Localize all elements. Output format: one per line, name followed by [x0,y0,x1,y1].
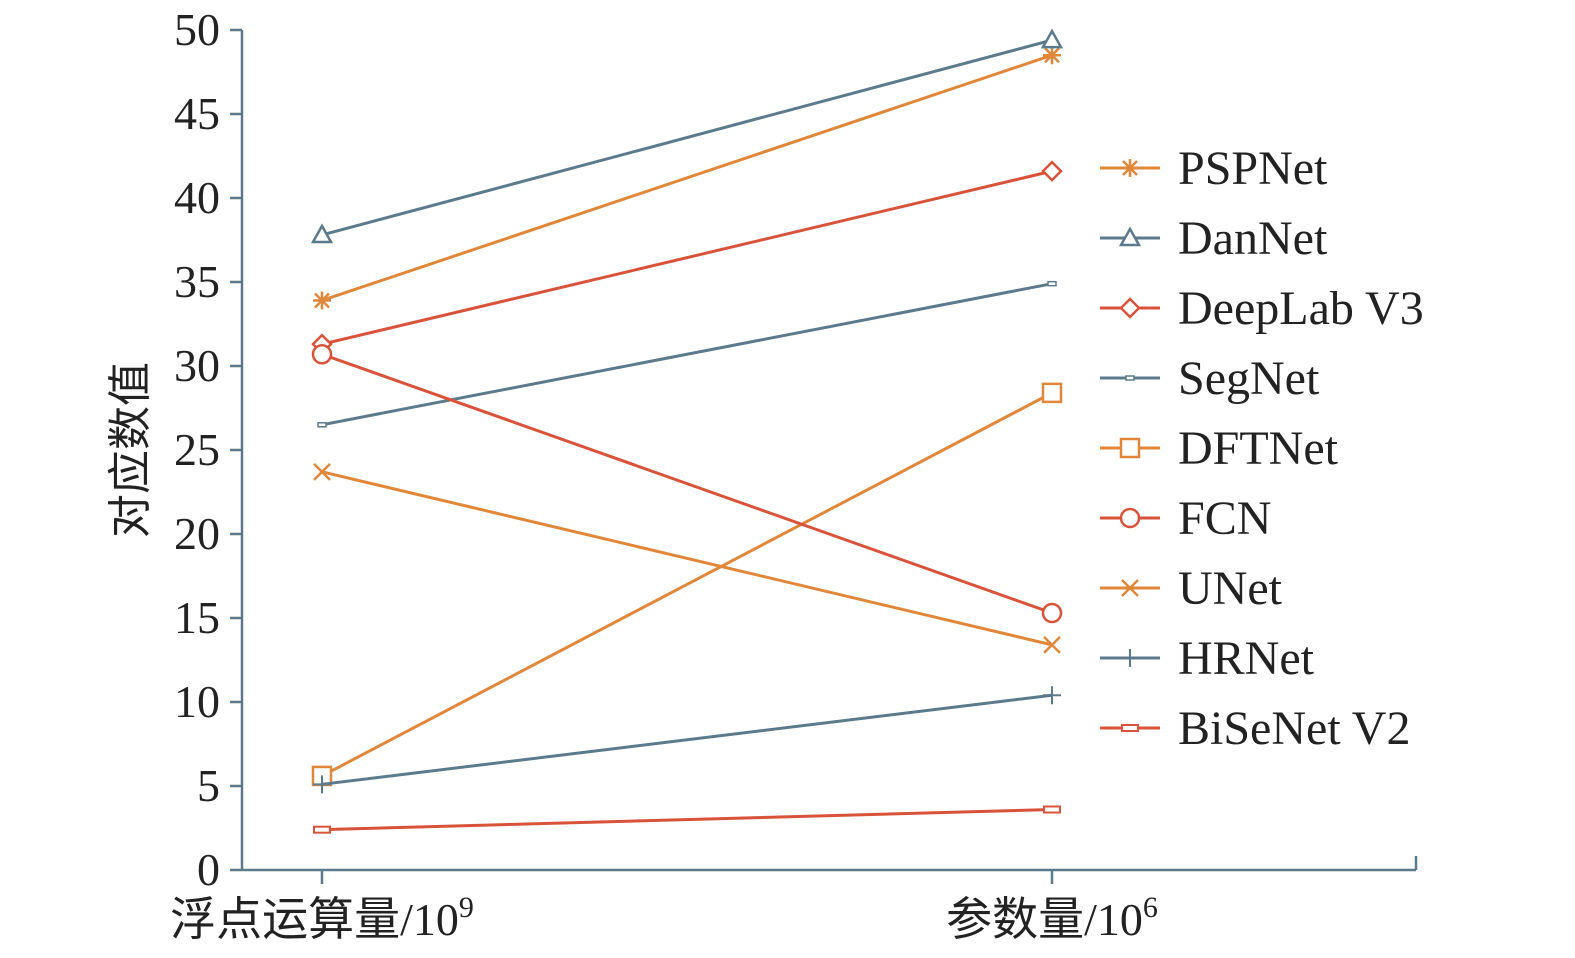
legend-item: UNet [1100,562,1283,615]
y-tick-label: 40 [174,172,220,223]
legend-item: DFTNet [1100,422,1339,475]
series-line [321,808,1053,832]
series-unet [313,462,1061,654]
diamond-marker [1119,297,1141,319]
x-marker [1121,579,1139,597]
series-line [321,391,1053,778]
x-tick-label: 浮点运算量/109 [170,891,474,945]
x-marker [1043,635,1061,654]
legend-label: DFTNet [1178,422,1339,475]
legend-label: PSPNet [1178,142,1328,195]
asterisk-marker [1043,46,1061,65]
series-line [321,38,1053,237]
series-dftnet [311,382,1063,787]
series-segnet [317,280,1057,428]
series-line [321,169,1053,346]
y-tick-label: 30 [174,340,220,391]
legend-label: BiSeNet V2 [1178,702,1410,755]
y-tick-label: 5 [197,760,220,811]
asterisk-marker [1121,159,1139,177]
legend-label: SegNet [1178,352,1320,405]
plus-marker [313,775,331,794]
legend: PSPNet DanNet DeepLab V3 SegNet DFTNet FCN UNe… [1100,142,1424,755]
y-tick-label: 35 [174,256,220,307]
series-line [321,470,1053,647]
y-tick-label: 45 [174,88,220,139]
plus-marker [1121,649,1139,667]
series-line [321,282,1053,427]
square-marker [1119,437,1141,459]
series-deeplab-v3 [311,160,1063,355]
y-axis-ticks: 0 5 10 15 20 25 30 35 40 45 50 [174,4,242,895]
legend-label: DanNet [1178,212,1328,265]
legend-label: HRNet [1178,632,1315,685]
series-hrnet [313,686,1061,794]
legend-item: PSPNet [1100,142,1328,195]
legend-item: BiSeNet V2 [1100,702,1410,755]
y-tick-label: 10 [174,676,220,727]
series-bisenet-v2 [313,805,1061,834]
legend-item: DeepLab V3 [1100,282,1424,335]
x-tick-label: 参数量/106 [946,891,1158,945]
y-tick-label: 20 [174,508,220,559]
legend-item: DanNet [1100,212,1328,265]
rect-marker [1121,724,1139,732]
series-dannet [310,28,1064,244]
series-pspnet [313,46,1061,310]
asterisk-marker [313,291,331,310]
triangle-marker [1118,226,1142,247]
circle-marker [1041,602,1063,624]
triangle-marker [310,223,334,244]
y-axis-label: 对应数值 [106,362,155,538]
rect-marker [1043,805,1061,814]
x-axis-labels: 浮点运算量/109 参数量/106 [170,891,1158,945]
dash-marker [1047,280,1057,287]
legend-label: UNet [1178,562,1283,615]
y-tick-label: 15 [174,592,220,643]
dash-marker [1125,375,1135,381]
legend-label: DeepLab V3 [1178,282,1424,335]
series-line [321,352,1053,615]
exponent: 9 [459,891,474,924]
rect-marker [313,825,331,834]
triangle-marker [1040,28,1064,49]
plus-marker [1043,686,1061,705]
y-tick-label: 25 [174,424,220,475]
diamond-marker [1041,160,1063,182]
circle-marker [311,343,333,365]
legend-item: HRNet [1100,632,1315,685]
circle-marker [1119,507,1141,529]
square-marker [1041,382,1063,404]
legend-label: FCN [1178,492,1271,545]
legend-item: FCN [1100,492,1271,545]
series-lines [310,28,1064,834]
dash-marker [317,422,327,428]
y-tick-label: 0 [197,844,220,895]
exponent: 6 [1143,891,1158,924]
series-line [321,53,1053,302]
series-fcn [311,343,1063,624]
x-marker [313,462,331,481]
y-tick-label: 50 [174,4,220,55]
series-line [321,693,1053,786]
legend-item: SegNet [1100,352,1320,405]
